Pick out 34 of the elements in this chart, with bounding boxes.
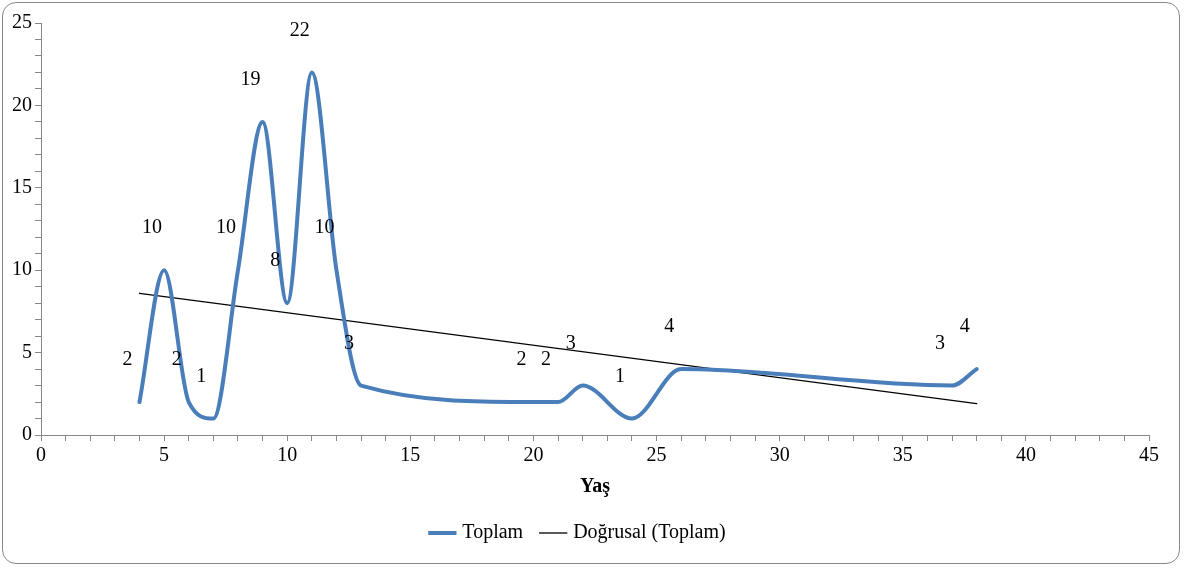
data-label: 2 [541, 347, 552, 370]
data-label: 22 [289, 17, 310, 40]
line-series [137, 70, 979, 421]
y-tick-label: 20 [12, 92, 32, 115]
data-label: 3 [344, 330, 355, 353]
x-axis-title: Yaş [579, 474, 611, 498]
data-label: 4 [664, 314, 675, 337]
y-tick-label: 0 [22, 422, 32, 445]
x-tick-label: 15 [400, 443, 421, 466]
x-tick-label: 20 [523, 443, 544, 466]
x-tick-label: 10 [277, 443, 298, 466]
data-label: 3 [565, 330, 576, 353]
legend-label: Toplam [462, 520, 524, 544]
y-tick-label: 15 [12, 175, 32, 198]
x-tick-label: 5 [159, 443, 170, 466]
x-tick-label: 40 [1015, 443, 1036, 466]
data-label: 1 [196, 363, 207, 386]
y-tick-label: 5 [22, 339, 32, 362]
data-label: 4 [959, 314, 970, 337]
legend-label: Doğrusal (Toplam) [573, 520, 726, 544]
x-tick-label: 25 [646, 443, 667, 466]
data-label: 1 [614, 363, 625, 386]
data-label: 10 [215, 215, 236, 238]
data-label: 2 [122, 347, 133, 370]
y-tick-label: 10 [12, 257, 32, 280]
x-tick-label: 45 [1139, 443, 1159, 466]
x-tick-label: 35 [892, 443, 913, 466]
data-label: 2 [516, 347, 527, 370]
data-label: 19 [240, 67, 261, 90]
data-label: 3 [935, 330, 946, 353]
data-label: 10 [142, 215, 163, 238]
y-tick-label: 25 [12, 10, 32, 33]
x-tick-label: 30 [769, 443, 790, 466]
x-tick-label: 0 [36, 443, 46, 466]
